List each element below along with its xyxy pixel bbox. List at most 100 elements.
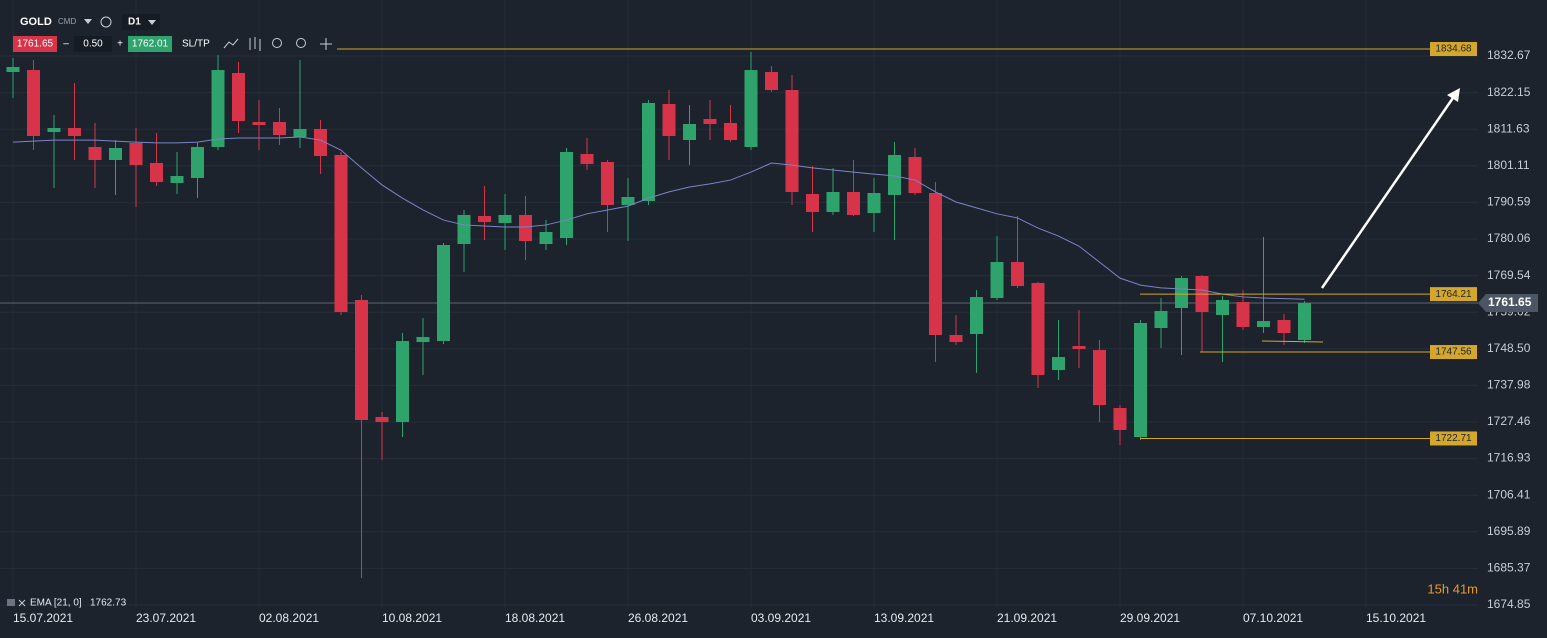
- timeframe-box[interactable]: [122, 14, 160, 30]
- x-tick-label: 15.07.2021: [13, 611, 73, 625]
- legend-icon[interactable]: [7, 599, 15, 606]
- candle-body: [1277, 320, 1291, 334]
- candle-body: [1052, 357, 1065, 371]
- level-label-box: [1430, 345, 1477, 360]
- candle-body: [601, 162, 614, 206]
- candle-body: [1134, 322, 1147, 438]
- candle-body: [1093, 350, 1106, 406]
- y-tick-label: 1674.85: [1487, 597, 1531, 611]
- candle-body: [847, 192, 860, 215]
- level-label: 1764.21: [1435, 289, 1472, 300]
- candle-body: [724, 122, 737, 140]
- candle-body: [47, 128, 61, 132]
- candle-body: [908, 157, 922, 194]
- candle-body: [293, 129, 307, 138]
- ask[interactable]: 1762.01: [132, 39, 169, 50]
- x-tick-label: 15.10.2021: [1366, 611, 1426, 625]
- x-tick-label: 13.09.2021: [874, 611, 934, 625]
- y-tick-label: 1822.15: [1487, 85, 1531, 99]
- candle-body: [375, 417, 389, 423]
- candle-body: [416, 337, 430, 343]
- candle-body: [109, 148, 122, 160]
- drawn-line: [1261, 340, 1324, 343]
- level-label: 1747.56: [1435, 347, 1472, 358]
- candle-body: [560, 152, 573, 239]
- candle-body: [396, 341, 409, 423]
- x-tick-label: 03.09.2021: [751, 611, 811, 625]
- level-label-box: [1430, 287, 1477, 302]
- plus[interactable]: +: [117, 39, 123, 50]
- candle-body: [211, 70, 225, 147]
- ask-box[interactable]: [128, 36, 172, 52]
- dropdown[interactable]: [148, 20, 156, 25]
- candle-body: [1257, 321, 1270, 327]
- candle-body: [867, 193, 881, 214]
- candle-body: [334, 154, 348, 312]
- candle-body: [1175, 278, 1188, 308]
- dropdown[interactable]: [84, 19, 92, 24]
- x-tick-label: 26.08.2021: [628, 611, 688, 625]
- candle-body: [273, 122, 286, 135]
- x-tick-label: 07.10.2021: [1243, 611, 1303, 625]
- candle-body: [888, 154, 901, 195]
- candle-body: [88, 146, 102, 160]
- symbol[interactable]: GOLD: [20, 16, 52, 28]
- candle-body: [826, 192, 840, 212]
- candle-body: [27, 70, 40, 136]
- candle-body: [457, 214, 471, 244]
- candle-tool[interactable]: [249, 37, 261, 51]
- candle-body: [498, 214, 512, 223]
- candle-body: [539, 232, 553, 244]
- move-tool[interactable]: [320, 38, 332, 50]
- level-label-box: [1430, 431, 1477, 446]
- price-label: 1761.65: [1488, 295, 1532, 309]
- candle-body: [621, 197, 635, 206]
- level-label: 1722.71: [1435, 433, 1472, 444]
- x-tick-label: 02.08.2021: [259, 611, 319, 625]
- level-label: 1834.68: [1435, 44, 1472, 55]
- candle-body: [232, 73, 245, 122]
- candle-body: [1298, 303, 1311, 340]
- y-tick-label: 1695.89: [1487, 524, 1531, 538]
- candle-body: [580, 154, 594, 164]
- spread: 0.50: [83, 39, 103, 50]
- candle-body: [1011, 262, 1024, 287]
- candle-body: [1154, 310, 1168, 328]
- candle-body: [191, 146, 204, 179]
- zoom-out[interactable]: [272, 38, 282, 48]
- plot: [6, 52, 1311, 579]
- x-tick-label: 18.08.2021: [505, 611, 565, 625]
- timeframe[interactable]: D1: [128, 17, 141, 28]
- y-tick-label: 1716.93: [1487, 451, 1531, 465]
- candle-body: [519, 214, 532, 242]
- candle-body: [785, 90, 799, 192]
- y-tick-label: 1748.50: [1487, 341, 1531, 355]
- bid[interactable]: 1761.65: [17, 39, 54, 50]
- toolbar: GOLD CMD D1 1761.65 – 0.50 + 1762.01 SL/…: [13, 14, 332, 52]
- zoom-in[interactable]: [296, 38, 306, 48]
- candle-body: [68, 128, 81, 136]
- bid-box[interactable]: [13, 36, 57, 52]
- candle-body: [170, 176, 184, 183]
- y-tick-label: 1685.37: [1487, 561, 1531, 575]
- y-tick-label: 1801.11: [1487, 158, 1530, 172]
- countdown: 15h 41m: [1427, 581, 1478, 596]
- line-tool[interactable]: [223, 38, 239, 49]
- y-tick-label: 1780.06: [1487, 231, 1531, 245]
- candle-body: [703, 118, 717, 124]
- sltp[interactable]: SL/TP: [182, 39, 210, 50]
- spread-box: [74, 36, 112, 52]
- legend-name: EMA [21, 0]: [30, 598, 82, 609]
- price-label-box: [1478, 294, 1538, 313]
- candle-body: [1031, 282, 1045, 375]
- y-tick-label: 1769.54: [1487, 268, 1531, 282]
- candle-body: [744, 70, 758, 147]
- y-tick-label: 1737.98: [1487, 378, 1531, 392]
- x-tick-label: 23.07.2021: [136, 611, 196, 625]
- x-tick-label: 21.09.2021: [997, 611, 1057, 625]
- info-icon[interactable]: [100, 16, 112, 28]
- candle-body: [1236, 302, 1250, 327]
- minus[interactable]: –: [63, 39, 69, 50]
- candle-body: [150, 162, 163, 183]
- candle-body: [478, 216, 491, 223]
